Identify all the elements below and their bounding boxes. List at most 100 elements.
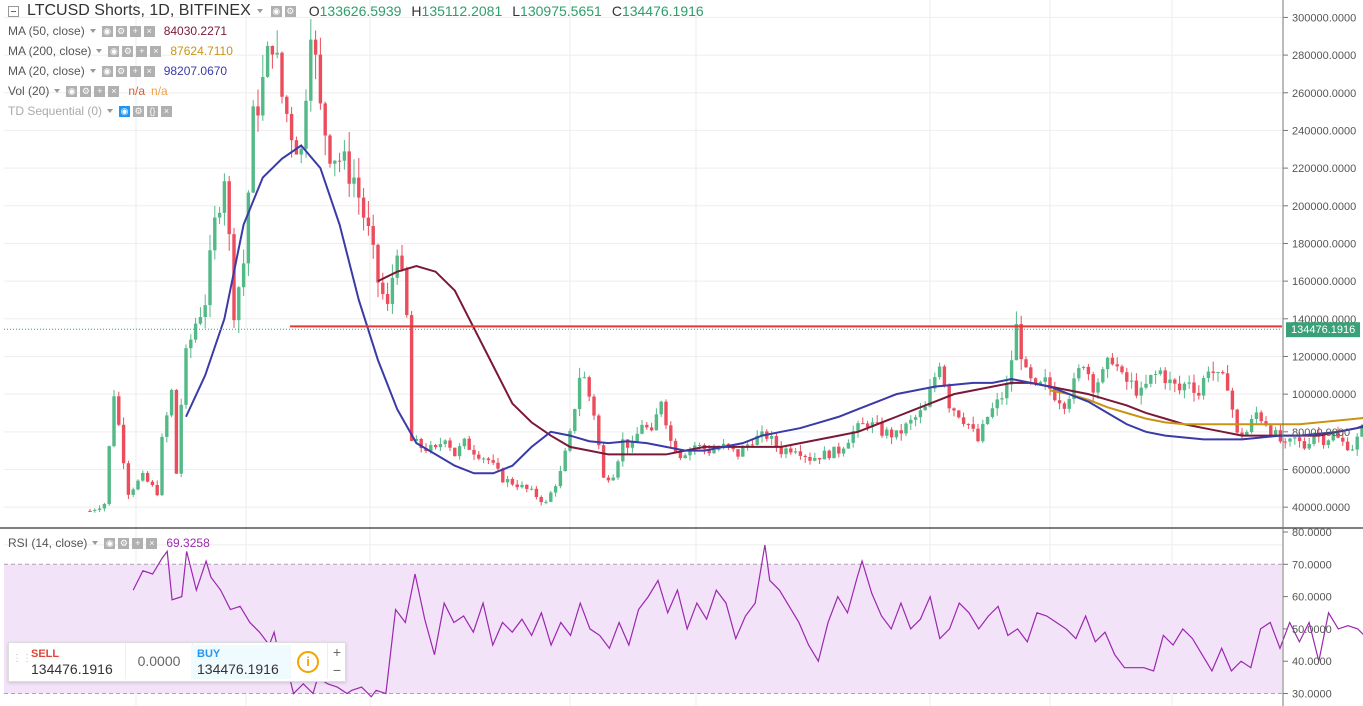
candle-body <box>256 106 260 116</box>
close-icon[interactable]: × <box>143 65 155 77</box>
chevron-down-icon[interactable] <box>256 9 263 13</box>
candle-body <box>693 445 697 450</box>
y-tick-label: 120000.0000 <box>1292 351 1356 363</box>
gear-icon[interactable]: ⚙ <box>284 5 296 17</box>
y-tick-label: 180000.0000 <box>1292 238 1356 250</box>
candle-body <box>1302 441 1307 449</box>
candle-body <box>1355 436 1359 450</box>
candle-body <box>520 484 524 488</box>
buy-button[interactable]: BUY 134476.1916 <box>191 645 291 679</box>
gear-icon[interactable]: ⚙ <box>115 65 127 77</box>
candle-body <box>1153 373 1158 375</box>
eye-icon[interactable]: ◉ <box>270 5 282 17</box>
candle-body <box>846 442 851 449</box>
candle-body <box>433 445 438 448</box>
symbol-title[interactable]: LTCUSD Shorts, 1D, BITFINEX <box>27 2 251 19</box>
candle-body <box>155 484 159 496</box>
drag-handle-icon[interactable]: ⋮⋮ <box>12 653 32 664</box>
candle-body <box>1201 378 1206 396</box>
candle-body <box>880 422 884 436</box>
candle-body <box>904 423 908 434</box>
candle-body <box>395 255 399 278</box>
legend-rsi[interactable]: RSI (14, close) ◉ ⚙ + × 69.3258 <box>8 536 210 550</box>
close-icon[interactable]: × <box>108 85 120 97</box>
legend-ma50[interactable]: MA (50, close) ◉ ⚙ + × 84030.2271 <box>8 24 228 38</box>
plus-icon[interactable]: + <box>132 537 144 549</box>
candle-body <box>165 415 169 437</box>
eye-icon[interactable]: ◉ <box>101 25 113 37</box>
candle-body <box>361 197 366 218</box>
candle-body <box>1043 377 1047 382</box>
legend-vol[interactable]: Vol (20) ◉ ⚙ + × n/a n/a <box>8 84 168 98</box>
candle-body <box>673 440 678 453</box>
candle-body <box>1206 371 1211 379</box>
plus-icon[interactable]: + <box>136 45 148 57</box>
price-tag: 134476.1916 <box>1291 324 1355 336</box>
price-axis[interactable]: 300000.0000 280000.0000 260000.0000 240000.… <box>1283 12 1356 514</box>
chevron-down-icon[interactable] <box>89 69 96 73</box>
gear-icon[interactable]: ⚙ <box>80 85 92 97</box>
plus-button[interactable]: + <box>327 643 346 661</box>
candle-body <box>1072 378 1076 399</box>
eye-icon[interactable]: ◉ <box>101 65 113 77</box>
candle-body <box>515 484 519 488</box>
eye-icon[interactable]: ◉ <box>104 537 116 549</box>
candle-body <box>592 396 596 416</box>
candle-body <box>184 348 188 405</box>
candle-body <box>793 451 798 453</box>
close-icon[interactable]: × <box>150 45 162 57</box>
rsi-axis[interactable]: 80.0000 70.0000 60.0000 50.0000 40.0000 30.00… <box>1283 527 1332 701</box>
eye-icon[interactable]: ◉ <box>108 45 120 57</box>
candle-body <box>1014 324 1019 361</box>
candle-body <box>822 450 827 460</box>
info-icon[interactable]: i <box>297 651 319 673</box>
candle-body <box>688 449 692 456</box>
brackets-icon[interactable]: {} <box>147 105 159 117</box>
chevron-down-icon[interactable] <box>92 541 99 545</box>
legend-ma200[interactable]: MA (200, close) ◉ ⚙ + × 87624.7110 <box>8 44 233 58</box>
close-icon[interactable]: × <box>143 25 155 37</box>
plus-icon[interactable]: + <box>129 25 141 37</box>
y-tick-label: 260000.0000 <box>1292 88 1356 100</box>
y-tick-label: 240000.0000 <box>1292 125 1356 137</box>
candle-body <box>1158 370 1163 374</box>
candle-body <box>251 106 255 193</box>
minus-button[interactable]: − <box>327 661 346 679</box>
y-tick-label: 300000.0000 <box>1292 12 1356 24</box>
eye-icon[interactable]: ◉ <box>119 105 131 117</box>
candle-body <box>1240 432 1244 437</box>
sell-button[interactable]: SELL 134476.1916 <box>31 648 113 677</box>
candle-body <box>93 509 97 511</box>
gear-icon[interactable]: ⚙ <box>122 45 134 57</box>
candle-body <box>640 424 644 434</box>
chevron-down-icon[interactable] <box>96 49 103 53</box>
candle-body <box>1225 373 1230 391</box>
candle-body <box>649 427 654 431</box>
candle-body <box>779 446 783 455</box>
eye-icon[interactable]: ◉ <box>66 85 78 97</box>
gear-icon[interactable]: ⚙ <box>118 537 130 549</box>
chevron-down-icon[interactable] <box>89 29 96 33</box>
gear-icon[interactable]: ⚙ <box>133 105 145 117</box>
candle-body <box>342 151 347 161</box>
ohlc-open: O133626.5939 <box>308 3 402 19</box>
gear-icon[interactable]: ⚙ <box>115 25 127 37</box>
collapse-icon[interactable] <box>8 5 19 17</box>
plus-icon[interactable]: + <box>129 65 141 77</box>
chevron-down-icon[interactable] <box>54 89 61 93</box>
candle-body <box>563 450 567 472</box>
close-icon[interactable]: × <box>161 105 173 117</box>
candle-body <box>1005 384 1009 399</box>
candle-body <box>405 269 409 316</box>
plus-icon[interactable]: + <box>94 85 106 97</box>
candle-body <box>313 39 318 55</box>
chevron-down-icon[interactable] <box>107 109 114 113</box>
y-tick-label: 200000.0000 <box>1292 201 1356 213</box>
legend-ma20[interactable]: MA (20, close) ◉ ⚙ + × 98207.0670 <box>8 64 228 78</box>
close-icon[interactable]: × <box>146 537 158 549</box>
legend-td-sequential[interactable]: TD Sequential (0) ◉ ⚙{} × <box>8 104 175 118</box>
candle-body <box>616 461 620 478</box>
candle-body <box>1307 443 1311 449</box>
candle-body <box>376 244 380 283</box>
